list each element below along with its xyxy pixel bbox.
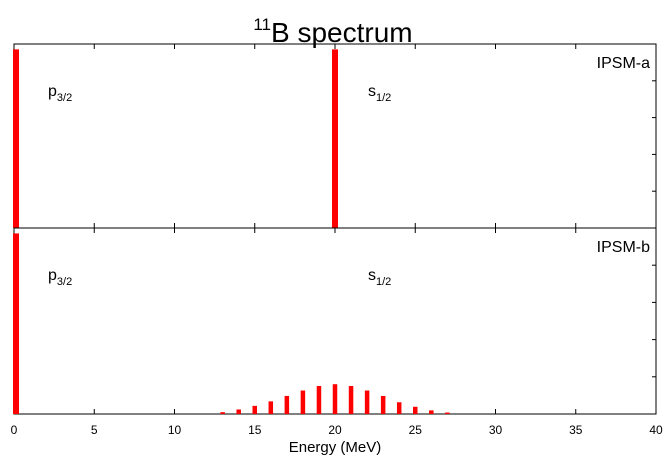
bar-0	[13, 233, 19, 414]
orbital-label-p3-2: p3/2	[48, 83, 72, 104]
bar-13	[220, 412, 225, 414]
title-superscript: 11	[253, 15, 271, 34]
bar-23	[380, 395, 386, 414]
bar-15	[252, 405, 257, 414]
orbital-label-s1-2: s1/2	[368, 267, 391, 288]
panels: IPSM-a p3/2 s1/2 IPSM-b p3/2 s1/2 0 5 10 15 20 25 30…	[11, 43, 663, 456]
x-tick-label: 25	[409, 423, 423, 437]
x-tick-label: 40	[649, 423, 663, 437]
panel-a: IPSM-a p3/2 s1/2	[13, 43, 657, 229]
bar-16	[268, 401, 274, 414]
x-tick-label: 10	[168, 423, 182, 437]
x-tick-label: 30	[489, 423, 503, 437]
x-tick-label: 35	[569, 423, 583, 437]
bar-20	[332, 49, 338, 228]
panel-b: IPSM-b p3/2 s1/2 0 5 10 15 20 25 30 35 40 Energy (Me…	[11, 227, 663, 456]
orbital-label-s1-2: s1/2	[368, 83, 391, 104]
bar-22	[364, 390, 370, 414]
bar-26	[429, 410, 434, 414]
bar-0	[13, 49, 19, 228]
bar-25	[413, 406, 418, 414]
bar-14	[236, 409, 241, 414]
bar-24	[396, 402, 402, 414]
bar-19	[316, 386, 322, 414]
x-tick-label: 15	[248, 423, 262, 437]
bar-17	[284, 395, 290, 414]
panel-label: IPSM-b	[597, 239, 650, 256]
x-tick-label: 20	[328, 423, 342, 437]
bar-18	[300, 390, 306, 414]
x-tick-label: 0	[11, 423, 18, 437]
bar-21	[348, 386, 354, 414]
x-axis-label: Energy (MeV)	[289, 439, 382, 456]
chart-title: 11B spectrum	[253, 15, 412, 48]
x-tick-label: 5	[91, 423, 98, 437]
bar-27	[445, 412, 450, 414]
bar-20	[332, 384, 338, 414]
orbital-label-p3-2: p3/2	[48, 267, 72, 288]
title-main: B spectrum	[271, 17, 413, 48]
panel-label: IPSM-a	[597, 55, 650, 72]
